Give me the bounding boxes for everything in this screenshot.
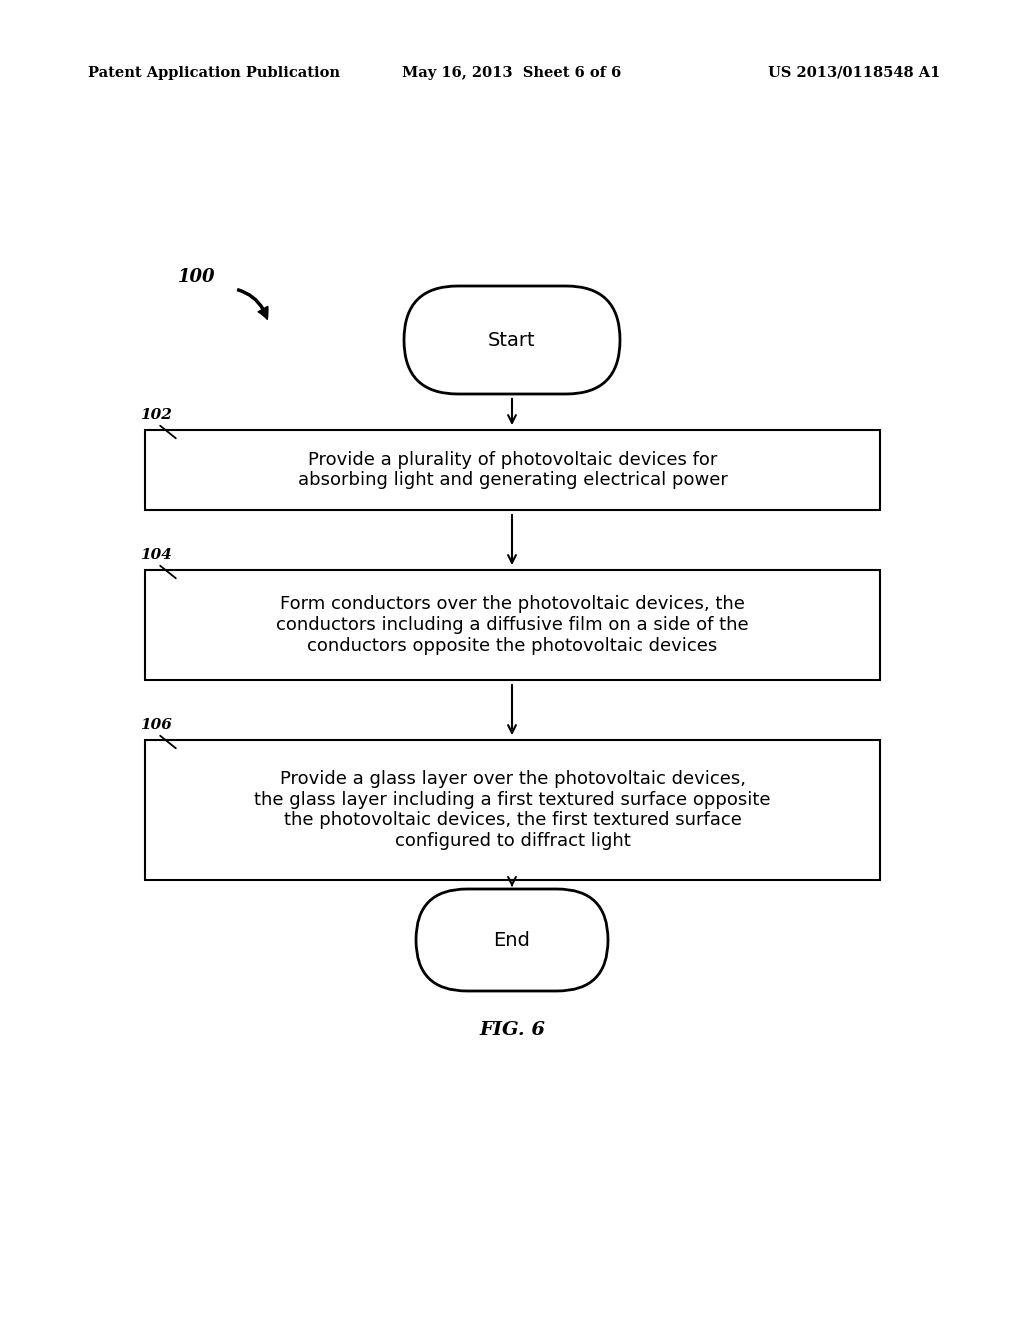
Text: Provide a plurality of photovoltaic devices for
absorbing light and generating e: Provide a plurality of photovoltaic devi… [298,450,727,490]
FancyBboxPatch shape [416,888,608,991]
Text: Form conductors over the photovoltaic devices, the
conductors including a diffus: Form conductors over the photovoltaic de… [276,595,749,655]
Text: Patent Application Publication: Patent Application Publication [88,66,340,81]
Text: 102: 102 [140,408,172,422]
Bar [145,741,880,880]
Text: May 16, 2013  Sheet 6 of 6: May 16, 2013 Sheet 6 of 6 [402,66,622,81]
Text: 104: 104 [140,548,172,562]
Bar [145,570,880,680]
Bar [145,430,880,510]
Text: Start: Start [488,330,536,350]
FancyArrowPatch shape [238,289,268,319]
Text: End: End [494,931,530,949]
Text: US 2013/0118548 A1: US 2013/0118548 A1 [768,66,940,81]
Text: Provide a glass layer over the photovoltaic devices,
the glass layer including a: Provide a glass layer over the photovolt… [254,770,771,850]
FancyBboxPatch shape [404,286,620,393]
Text: FIG. 6: FIG. 6 [479,1020,545,1039]
Text: 100: 100 [178,268,215,286]
Text: 106: 106 [140,718,172,733]
